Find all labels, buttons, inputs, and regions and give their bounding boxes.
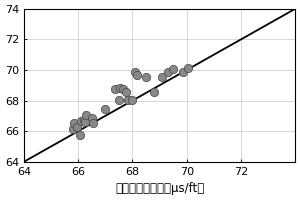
Point [134, 74, 139, 77]
Point [70, 127, 75, 130]
Point [118, 86, 123, 89]
X-axis label: 测井声波时差値（μs/ft）: 测井声波时差値（μs/ft） [115, 182, 204, 195]
Point [180, 71, 185, 74]
Point [72, 121, 76, 124]
Point [126, 98, 131, 101]
Point [89, 117, 94, 120]
Point [130, 98, 135, 101]
Point [74, 125, 79, 128]
Point [103, 107, 108, 111]
Point [144, 75, 148, 78]
Point [171, 68, 176, 71]
Point [123, 91, 128, 94]
Point [160, 75, 165, 78]
Point [81, 118, 86, 121]
Point [79, 120, 83, 123]
Point [152, 91, 157, 94]
Point [91, 121, 95, 124]
Point [133, 71, 138, 74]
Point [112, 88, 117, 91]
Point [186, 66, 190, 69]
Point [121, 88, 125, 91]
Point [82, 120, 87, 124]
Point [84, 113, 89, 117]
Point [77, 133, 82, 137]
Point [116, 98, 121, 101]
Point [165, 71, 170, 74]
